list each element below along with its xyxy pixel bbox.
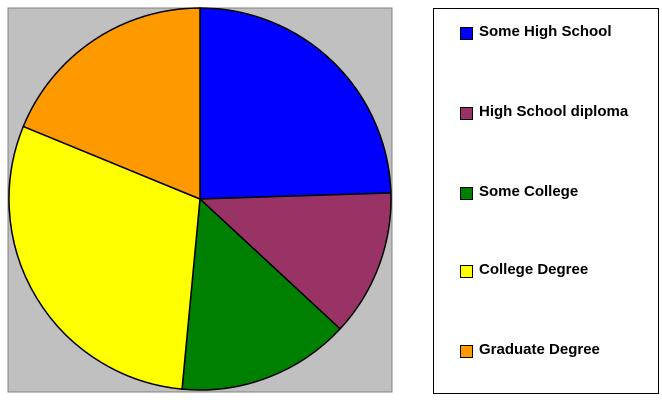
legend-swatch: [460, 187, 473, 200]
legend-swatch: [460, 265, 473, 278]
legend: Some High School High School diploma Some …: [433, 8, 659, 394]
pie-slice: [8, 125, 201, 390]
pie-slice: [22, 7, 201, 201]
legend-label: Some High School: [479, 23, 612, 40]
legend-swatch: [460, 107, 473, 120]
legend-swatch: [460, 27, 473, 40]
legend-item: Some College: [460, 183, 629, 203]
pie-slice: [181, 197, 342, 391]
legend-label: Some College: [479, 183, 579, 200]
legend-swatch: [460, 345, 473, 358]
legend-label: College Degree: [479, 261, 589, 278]
legend-item: High School diploma: [460, 103, 629, 123]
legend-item: Graduate Degree: [460, 341, 629, 361]
legend-label: High School diploma: [479, 103, 629, 120]
legend-item: Some High School: [460, 23, 629, 43]
legend-label: Graduate Degree: [479, 341, 600, 358]
chart: [7, 7, 393, 393]
pie-slice: [198, 192, 392, 330]
pie-slice: [199, 7, 392, 200]
legend-item: College Degree: [460, 261, 629, 281]
